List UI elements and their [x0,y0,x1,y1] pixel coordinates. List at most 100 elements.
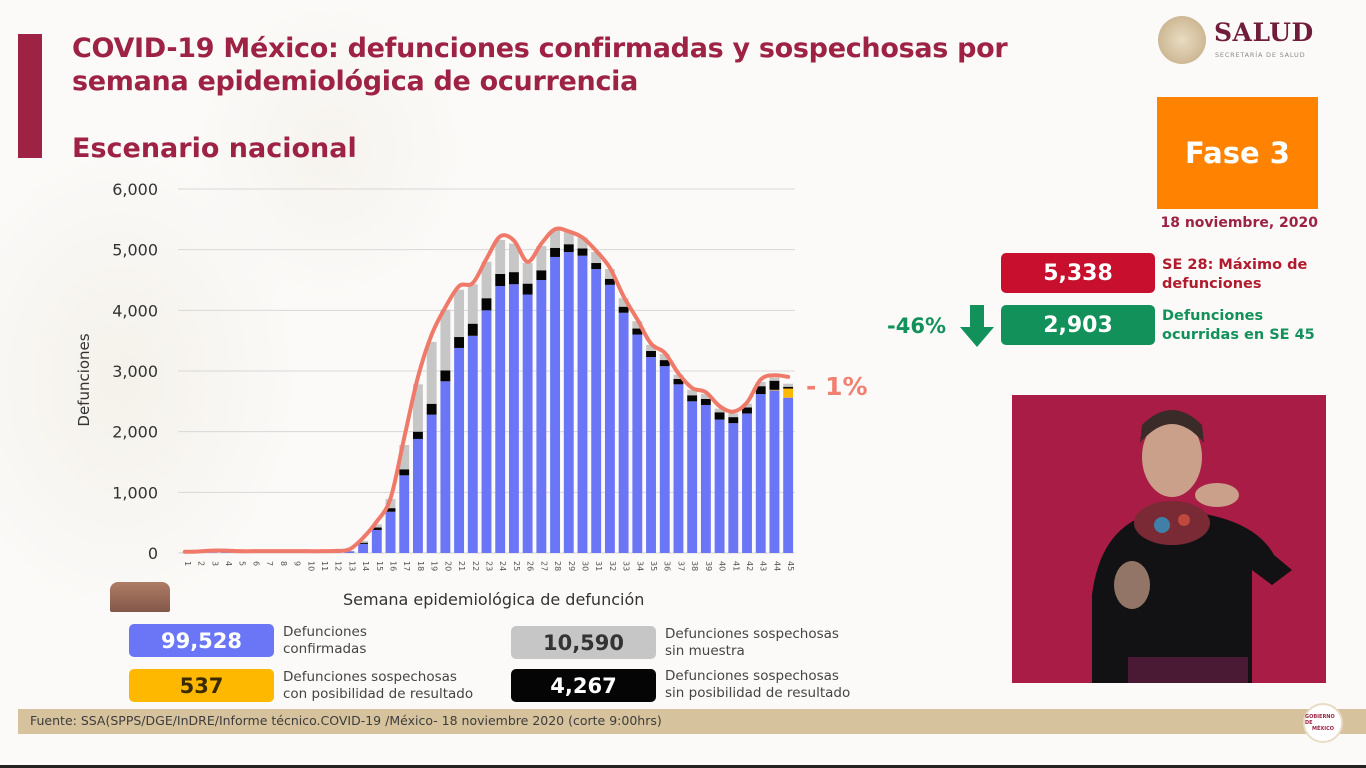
y-tick-label: 6,000 [112,180,158,199]
bar-segment [550,229,560,248]
bar-segment [550,256,560,553]
bar-segment [700,398,711,405]
bar-segment [481,310,492,553]
x-tick-label: 37 [676,561,685,571]
x-tick-label: 45 [786,561,795,571]
bar-segment [536,270,547,280]
bar-segment [426,414,437,553]
bar-segment [755,386,766,395]
bar-segment [481,261,492,299]
x-tick-label: 14 [361,561,370,571]
arrow-down-icon [960,305,994,347]
bar-segment [522,263,533,284]
bar-segment [440,309,451,371]
bar-segment [413,438,423,553]
x-tick-label: 19 [430,561,439,571]
bar-segment [687,401,698,553]
x-tick-label: 5 [238,561,247,566]
x-tick-label: 22 [471,561,480,571]
legend-confirmed-value: 99,528 [129,624,274,657]
x-tick-label: 30 [580,561,589,571]
x-tick-label: 25 [512,561,521,571]
bar-segment [399,469,410,476]
bar-segment [454,337,465,348]
bar-segment [426,403,437,415]
sign-language-interpreter-video [1012,395,1326,683]
x-tick-label: 44 [772,561,781,571]
y-tick-label: 5,000 [112,241,158,260]
bar-segment [783,386,794,389]
x-tick-label: 42 [745,561,754,571]
bar-segment [687,389,698,396]
bar-segment [783,388,794,398]
bar-segment [742,413,752,553]
bar-segment [358,540,369,543]
legend-suspect-no-sample-label: Defunciones sospechosas sin muestra [665,626,839,659]
bar-segment [591,269,602,553]
bar-segment [659,366,670,553]
x-tick-label: 28 [553,561,562,571]
bar-segment [618,306,629,313]
legend-suspect-possible-label: Defunciones sospechosas con posibilidad … [283,669,474,702]
x-tick-label: 36 [663,561,672,571]
page-title: COVID-19 México: defunciones confirmadas… [72,33,1008,97]
bar-segment [742,403,752,408]
x-tick-label: 18 [416,561,425,571]
bar-segment [769,380,780,390]
title-accent-bar [18,34,42,158]
x-tick-label: 24 [498,561,507,571]
gobierno-seal-icon: GOBIERNO DE MÉXICO [1303,703,1343,743]
x-tick-label: 7 [265,561,274,566]
bar-segment [426,341,437,404]
bar-segment [618,312,629,553]
bar-segment [591,263,602,270]
bar-segment [659,360,670,367]
bar-segment [769,389,780,391]
bar-segment [371,529,382,553]
x-tick-label: 32 [608,561,617,571]
bar-segment [508,243,519,273]
legend-suspect-possible-value: 537 [129,669,274,702]
bar-segment [563,244,574,253]
x-tick-label: 23 [485,561,494,571]
x-tick-label: 41 [731,561,740,571]
footer-source: Fuente: SSA(SPPS/DGE/InDRE/Informe técni… [30,713,662,728]
bar-segment [481,298,492,311]
bar-segment [508,272,519,285]
x-tick-label: 43 [759,561,768,571]
x-tick-label: 9 [293,561,302,566]
max-deaths-value: 5,338 [1001,253,1155,293]
x-tick-label: 15 [375,561,384,571]
bar-segment [714,408,725,413]
x-tick-label: 38 [690,561,699,571]
y-axis-title: Defunciones [75,333,93,427]
x-tick-label: 31 [594,561,603,571]
y-tick-label: 4,000 [112,301,158,320]
national-seal-icon [1158,16,1206,64]
x-tick-label: 26 [526,561,535,571]
bar-segment [358,542,369,544]
x-tick-label: 2 [197,561,206,566]
logo-subtitle: SECRETARÍA DE SALUD [1215,51,1306,59]
legend-confirmed-label: Defunciones confirmadas [283,624,367,657]
bar-segment [728,417,739,424]
bar-segment [536,280,547,553]
x-tick-label: 29 [567,561,576,571]
bar-segment [495,286,506,553]
x-tick-label: 27 [539,561,548,571]
bar-segment [522,283,533,295]
bar-segment [646,344,656,351]
y-tick-label: 1,000 [112,483,158,502]
legend-suspect-impossible-value: 4,267 [511,669,656,702]
x-axis-title: Semana epidemiológica de defunción [343,590,645,609]
bar-segment [714,419,725,553]
x-tick-label: 13 [347,561,356,571]
x-tick-label: 1 [183,561,192,566]
report-date: 18 noviembre, 2020 [1160,215,1318,231]
x-tick-label: 34 [635,561,644,571]
x-tick-label: 8 [279,561,288,566]
bar-segment [783,397,794,553]
bar-segment [591,252,602,264]
bar-segment [440,381,451,553]
phase-badge: Fase 3 [1157,97,1318,209]
